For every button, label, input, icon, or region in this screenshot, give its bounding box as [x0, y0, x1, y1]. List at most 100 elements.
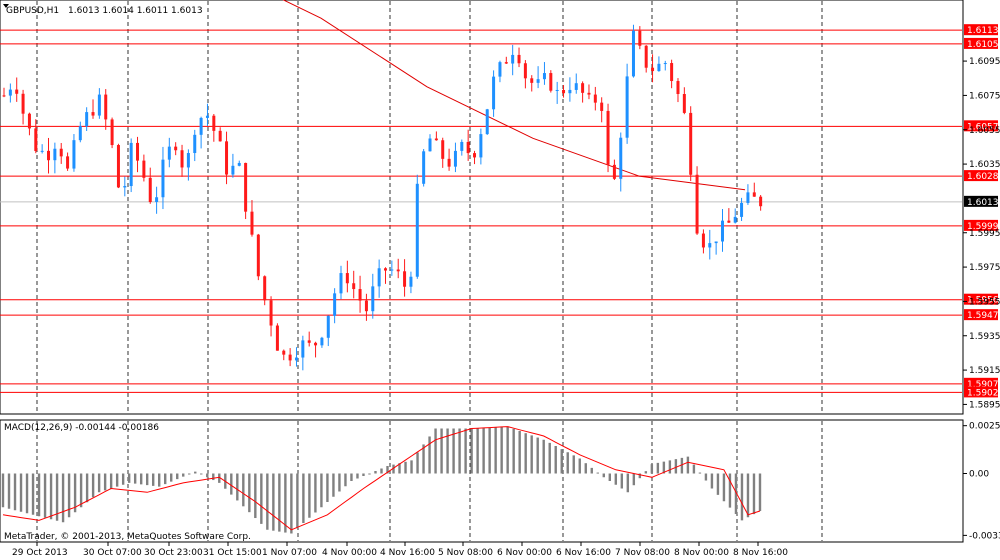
macd-bar: [704, 473, 708, 481]
candle-body: [511, 54, 515, 64]
macd-bar: [194, 471, 197, 474]
macd-panel[interactable]: [0, 419, 964, 543]
candle-body: [396, 269, 400, 272]
candle-body: [593, 94, 597, 103]
macd-bar: [254, 473, 257, 519]
macd-bar: [392, 464, 395, 474]
signal-path: [2, 426, 761, 531]
macd-bar: [458, 428, 461, 474]
level-badge: [964, 24, 998, 36]
candle-body: [314, 342, 318, 346]
time-label: 7 Nov 08:00: [615, 548, 670, 558]
level-label: 1.6105: [967, 40, 999, 50]
candle-body: [422, 151, 426, 184]
macd-bar: [133, 473, 137, 484]
candle-body: [212, 115, 216, 131]
candle-body: [415, 183, 419, 277]
macd-bar: [31, 473, 35, 515]
candle-body: [460, 141, 464, 151]
level-label: 1.6113: [967, 26, 999, 36]
time-label: 31 Oct 15:00: [203, 548, 262, 558]
candle-body: [689, 112, 693, 175]
time-axis: 29 Oct 2013 30 Oct 07:00 30 Oct 23:00 31 Oc…: [12, 542, 788, 558]
level-badge: [964, 170, 998, 182]
macd-bar: [158, 473, 161, 487]
macd-bar: [176, 473, 179, 480]
candle-body: [759, 196, 763, 207]
candle-body: [218, 130, 222, 142]
candle-body: [59, 148, 63, 157]
macd-bar: [368, 473, 371, 475]
macd-bar: [488, 427, 491, 474]
candle-body: [288, 354, 292, 361]
macd-bar: [236, 473, 239, 501]
price-panel[interactable]: [0, 0, 964, 415]
candle-body: [320, 337, 324, 346]
macd-bar: [530, 435, 533, 474]
candles[interactable]: [2, 24, 763, 371]
candle-body: [498, 62, 502, 77]
macd-bar: [536, 437, 539, 474]
price-axis: 1.6095 1.6075 1.6055 1.6035 1.5995 1.5975 1.59…: [963, 57, 1000, 410]
collapse-icon[interactable]: [3, 4, 9, 8]
macd-bar: [632, 473, 636, 486]
candle-body: [612, 164, 616, 179]
candle-body: [727, 220, 731, 223]
candle-body: [447, 158, 451, 167]
macd-bar: [37, 473, 41, 517]
macd-bar: [7, 473, 11, 509]
price-tick-label: 1.5915: [969, 366, 1000, 376]
macd-bar: [500, 426, 503, 474]
time-label: 29 Oct 2013: [12, 548, 68, 558]
candle-body: [568, 89, 572, 94]
macd-bar: [302, 473, 305, 523]
level-badge: [964, 219, 998, 231]
macd-bar: [716, 473, 720, 495]
macd-tick-label: 0.00255: [969, 422, 1000, 432]
macd-bar: [121, 473, 125, 485]
candle-body: [275, 325, 279, 351]
macd-bar: [314, 473, 317, 513]
macd-bar: [752, 473, 756, 515]
macd-bar: [356, 473, 359, 479]
candle-body: [434, 138, 438, 141]
horizontal-levels[interactable]: 1.61131.61051.60571.60281.59991.59561.59…: [0, 24, 999, 398]
candle-body: [256, 234, 260, 277]
candle-body: [53, 148, 57, 161]
macd-bar: [398, 463, 401, 474]
macd-bar: [338, 473, 341, 492]
candle-body: [651, 67, 655, 72]
macd-bar: [734, 473, 738, 514]
macd-bar: [596, 472, 599, 474]
candle-body: [123, 186, 127, 188]
price-tick-label: 1.5935: [969, 332, 1000, 342]
candle-body: [186, 153, 190, 168]
macd-bar: [139, 473, 143, 485]
macd-axis: 0.00255 0.00 -0.0033: [963, 422, 1000, 541]
price-tick-label: 1.6075: [969, 91, 1000, 101]
candle-body: [403, 271, 407, 287]
moving-average: [282, 0, 746, 191]
macd-bar: [362, 473, 365, 476]
candle-body: [473, 153, 477, 158]
macd-bar: [109, 473, 113, 489]
candle-body: [307, 340, 311, 343]
macd-bar: [85, 473, 89, 503]
candle-body: [237, 162, 241, 166]
candle-body: [364, 300, 368, 312]
macd-bar: [560, 449, 563, 474]
candle-body: [536, 79, 540, 83]
candle-body: [231, 165, 235, 175]
macd-bar: [698, 472, 702, 474]
macd-bar: [572, 455, 575, 474]
macd-bar: [440, 428, 443, 474]
macd-bar: [626, 473, 630, 493]
candle-body: [746, 192, 750, 203]
price-tick-label: 1.5895: [969, 400, 1000, 410]
candle-body: [492, 76, 496, 110]
candle-body: [282, 350, 286, 355]
candle-body: [390, 269, 394, 271]
macd-bar: [464, 428, 467, 474]
macd-bar: [170, 473, 173, 482]
